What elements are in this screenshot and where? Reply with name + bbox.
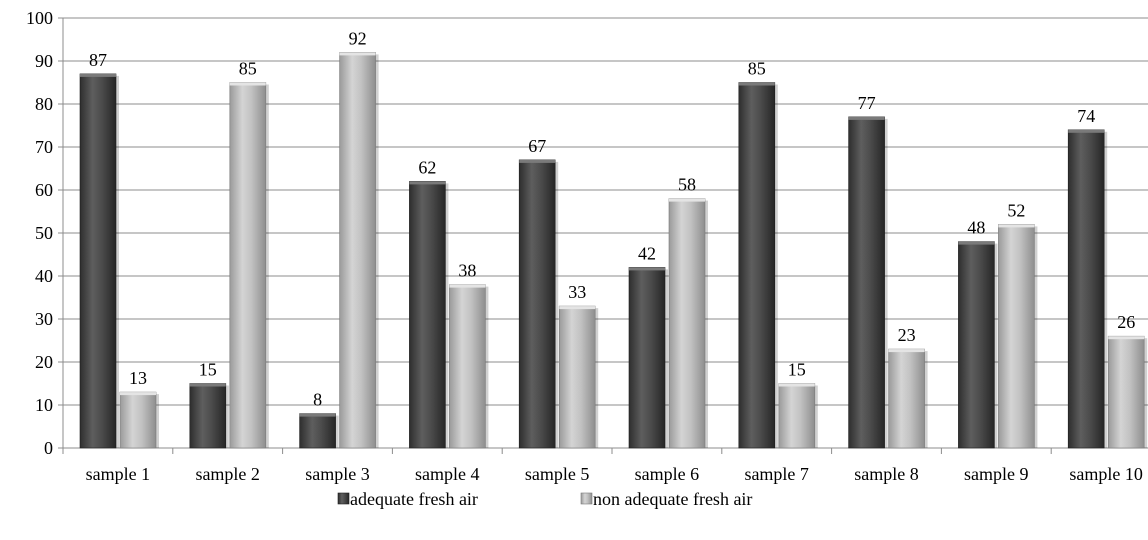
y-tick-label: 50 — [35, 223, 53, 243]
bar-adequate — [958, 241, 995, 449]
y-tick-label: 20 — [35, 352, 53, 372]
bar-top-cap — [778, 383, 815, 387]
data-label: 26 — [1117, 312, 1135, 332]
bar-top-cap — [80, 73, 116, 77]
y-tick-label: 10 — [35, 395, 53, 415]
labels: 0 10 20 30 40 50 60 70 80 90 100 sample 1 87 13 sample… — [26, 8, 1143, 484]
bar-top-cap — [189, 383, 226, 387]
data-label: 58 — [678, 175, 696, 195]
y-tick-label: 100 — [26, 8, 53, 28]
data-label: 15 — [199, 360, 217, 380]
y-tick-label: 90 — [35, 51, 53, 71]
bar-top-cap — [519, 159, 556, 163]
y-tick-label: 40 — [35, 266, 53, 286]
bar-top-cap — [1068, 129, 1105, 133]
bar-adequate — [848, 116, 885, 449]
bar-non-adequate — [1107, 335, 1145, 449]
x-tick-label: sample 9 — [964, 464, 1029, 484]
bar-top-cap — [888, 349, 925, 353]
x-tick-label: sample 4 — [415, 464, 480, 484]
bar-top-cap — [409, 181, 446, 185]
x-tick-label: sample 6 — [635, 464, 700, 484]
data-label: 52 — [1007, 200, 1025, 220]
bar-adequate — [79, 73, 117, 449]
bar-top-cap — [299, 413, 336, 417]
bar-top-cap — [738, 82, 775, 86]
y-tick-label: 70 — [35, 137, 53, 157]
bar-adequate — [1067, 129, 1105, 449]
bar-adequate — [409, 181, 446, 449]
bar-non-adequate — [998, 224, 1035, 449]
bar-non-adequate — [668, 198, 706, 449]
bar-non-adequate — [558, 305, 596, 449]
bar-non-adequate — [119, 391, 157, 449]
x-tick-label: sample 2 — [195, 464, 260, 484]
data-label: 23 — [898, 325, 916, 345]
x-tick-label: sample 1 — [86, 464, 151, 484]
bar-top-cap — [629, 267, 665, 271]
bar-non-adequate — [339, 52, 376, 449]
data-label: 87 — [89, 50, 107, 70]
bar-top-cap — [848, 116, 885, 120]
bar-top-cap — [449, 284, 486, 288]
bar-top-cap — [120, 392, 156, 396]
data-label: 85 — [748, 59, 766, 79]
data-label: 8 — [313, 390, 322, 410]
data-label: 77 — [858, 93, 876, 113]
bar-top-cap — [669, 198, 705, 202]
bar-adequate — [299, 413, 336, 449]
data-label: 67 — [528, 136, 546, 156]
bar-non-adequate — [888, 348, 925, 449]
x-tick-label: sample 8 — [854, 464, 919, 484]
data-label: 42 — [638, 243, 656, 263]
bar-non-adequate — [449, 284, 486, 449]
data-label: 15 — [788, 360, 806, 380]
legend: adequate fresh air non adequate fresh air — [337, 489, 752, 509]
x-tick-label: sample 3 — [305, 464, 370, 484]
bar-adequate — [628, 267, 666, 449]
bar-non-adequate — [778, 383, 816, 449]
bar-adequate — [189, 383, 227, 449]
bar-top-cap — [339, 52, 376, 56]
bar-top-cap — [229, 82, 266, 86]
bars — [79, 52, 1148, 449]
data-label: 74 — [1077, 106, 1095, 126]
y-tick-label: 80 — [35, 94, 53, 114]
bar-top-cap — [958, 241, 995, 245]
bar-non-adequate — [229, 82, 267, 449]
data-label: 13 — [129, 368, 147, 388]
bar-adequate — [738, 82, 776, 449]
legend-label: non adequate fresh air — [593, 489, 752, 509]
data-label: 85 — [239, 59, 257, 79]
bar-top-cap — [998, 224, 1035, 228]
data-label: 38 — [458, 261, 476, 281]
y-tick-label: 60 — [35, 180, 53, 200]
y-tick-label: 0 — [44, 438, 53, 458]
x-tick-label: sample 5 — [525, 464, 590, 484]
bar-top-cap — [1108, 336, 1145, 340]
legend-swatch — [337, 492, 350, 505]
data-label: 62 — [418, 157, 436, 177]
data-label: 92 — [349, 28, 367, 48]
data-label: 48 — [967, 218, 985, 238]
x-tick-label: sample 7 — [744, 464, 809, 484]
data-label: 33 — [568, 282, 586, 302]
bar-top-cap — [559, 306, 596, 310]
legend-label: adequate fresh air — [350, 489, 478, 509]
legend-swatch — [580, 492, 593, 505]
y-tick-label: 30 — [35, 309, 53, 329]
bar-adequate — [518, 159, 556, 449]
x-tick-label: sample 10 — [1069, 464, 1143, 484]
